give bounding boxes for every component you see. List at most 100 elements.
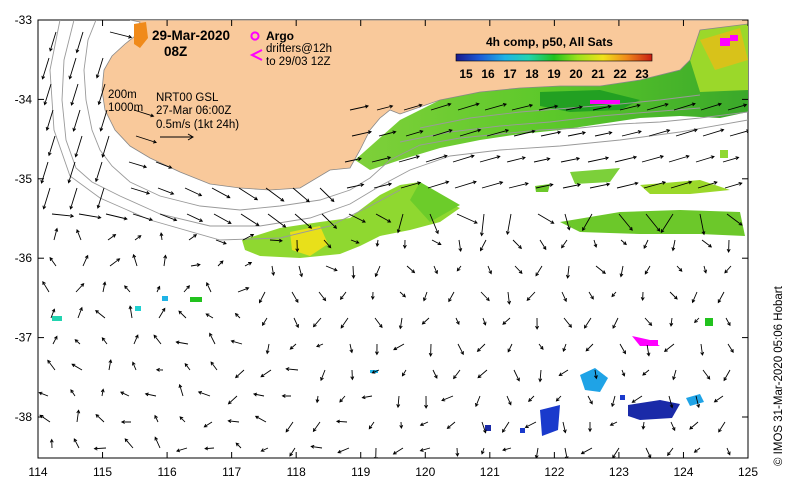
current-vector <box>349 104 370 111</box>
current-vector <box>42 187 51 210</box>
x-tick-label: 119 <box>351 465 370 479</box>
current-vector <box>480 291 490 302</box>
current-vector <box>694 317 700 324</box>
current-vectors <box>38 31 748 458</box>
current-vector <box>49 438 54 449</box>
x-tick-label: 125 <box>738 465 758 479</box>
current-vector <box>178 383 184 397</box>
current-vector <box>641 421 646 430</box>
current-vector <box>580 447 593 455</box>
current-vector <box>588 422 592 433</box>
current-vector <box>432 369 438 379</box>
current-vector <box>373 182 393 189</box>
current-vector <box>592 104 612 111</box>
current-vector <box>186 213 204 222</box>
current-vector <box>700 343 705 356</box>
current-vector <box>227 395 238 405</box>
y-tick-label: -36 <box>15 251 33 265</box>
current-vector <box>565 105 583 111</box>
current-vector <box>565 265 570 279</box>
current-vector <box>124 285 131 293</box>
current-vector <box>526 291 536 301</box>
current-vector <box>400 181 422 189</box>
current-vector <box>351 265 356 279</box>
current-vector <box>702 369 711 380</box>
current-vector <box>481 181 504 189</box>
current-vector <box>567 131 587 137</box>
current-vector <box>563 317 572 328</box>
current-vector <box>507 343 513 353</box>
current-vector <box>240 213 260 227</box>
current-vector <box>452 154 475 163</box>
current-vector <box>595 265 606 274</box>
current-vector <box>587 395 593 405</box>
current-vector <box>350 239 360 244</box>
current-vector <box>159 213 178 222</box>
current-vector <box>319 187 335 203</box>
current-vector <box>398 317 403 330</box>
current-vector <box>724 265 732 274</box>
current-vector <box>691 291 698 304</box>
current-vector <box>124 438 134 449</box>
current-vector <box>291 291 299 304</box>
current-vector <box>312 317 322 328</box>
current-vector <box>128 161 148 169</box>
current-vector <box>53 227 59 241</box>
x-tick-label: 118 <box>287 465 306 479</box>
current-vector <box>265 187 285 202</box>
current-vector <box>458 239 463 253</box>
current-vector <box>156 285 161 293</box>
current-vector <box>217 260 224 267</box>
colorbar-tick-label: 23 <box>635 67 649 81</box>
current-vector <box>102 281 107 293</box>
current-vector <box>209 332 216 345</box>
current-vector <box>41 57 50 80</box>
current-vector <box>348 213 366 223</box>
current-vector <box>361 395 373 400</box>
current-vector <box>95 413 105 423</box>
current-vector <box>285 367 299 371</box>
current-vector <box>645 213 661 232</box>
current-vector <box>582 213 593 232</box>
map-date: 29-Mar-2020 <box>152 28 230 43</box>
current-vector <box>621 369 626 377</box>
drifters-to: to 29/03 12Z <box>266 56 331 68</box>
current-vector <box>132 213 153 222</box>
current-vector <box>213 213 232 224</box>
colorbar-tick-label: 18 <box>525 67 539 81</box>
current-vector <box>558 369 569 377</box>
current-vector <box>539 239 547 251</box>
current-vector <box>260 447 269 452</box>
x-tick-label: 117 <box>222 465 241 479</box>
current-vector <box>611 395 616 408</box>
current-vector <box>429 213 439 235</box>
current-vector <box>155 161 173 169</box>
current-vector <box>508 182 529 189</box>
current-vector <box>670 180 693 189</box>
current-vector <box>175 340 189 345</box>
current-vector <box>70 83 79 106</box>
current-vector <box>646 343 651 357</box>
current-vector <box>433 265 438 275</box>
current-vector <box>441 395 454 402</box>
current-vector <box>406 265 416 274</box>
current-vector <box>210 361 218 371</box>
colorbar-tick-label: 22 <box>613 67 627 81</box>
current-vector <box>374 317 383 329</box>
current-vector <box>533 157 551 163</box>
current-vector <box>281 394 292 398</box>
current-vector <box>502 317 511 325</box>
current-vector <box>45 109 54 132</box>
current-vector <box>538 104 559 111</box>
current-vector <box>120 391 130 397</box>
current-vector <box>537 213 555 224</box>
current-vector <box>669 317 674 327</box>
argo-label: Argo <box>266 29 294 43</box>
x-tick-label: 120 <box>415 465 435 479</box>
current-vector <box>486 128 510 137</box>
current-vector <box>562 421 567 434</box>
current-vector <box>399 421 404 430</box>
current-vector <box>158 307 166 319</box>
current-vector <box>457 102 480 111</box>
